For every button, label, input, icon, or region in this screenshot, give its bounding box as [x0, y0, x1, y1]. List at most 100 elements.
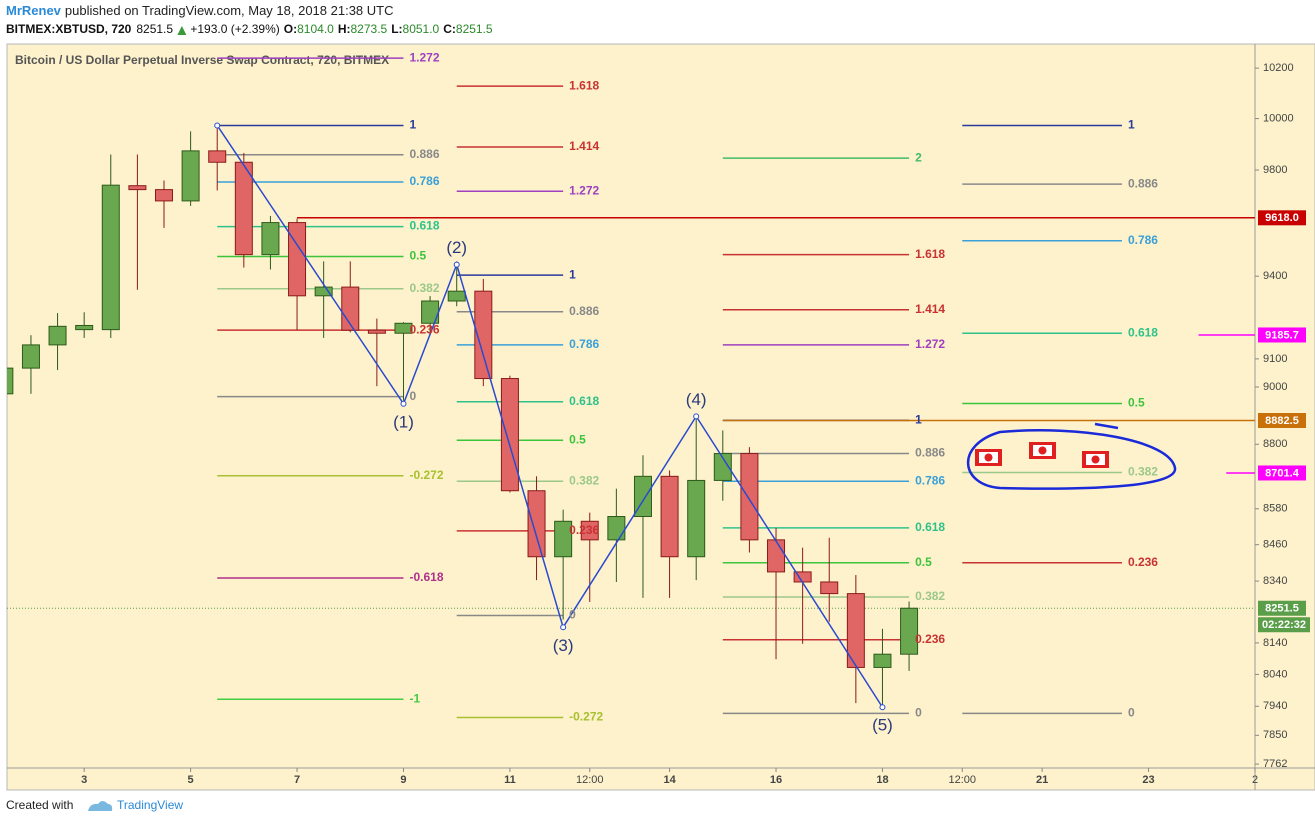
price-label-bg [1258, 465, 1306, 481]
x-tick-label: 11 [504, 774, 516, 786]
candle-body [21, 344, 40, 369]
candle-body [181, 150, 200, 202]
fib-label: 0.886 [915, 446, 945, 460]
fib-label: 0 [409, 389, 416, 403]
candle-body [607, 516, 626, 541]
y-tick-label: 10200 [1263, 62, 1294, 74]
price-label-bg [1258, 210, 1306, 226]
fib-label: 0.5 [1128, 396, 1145, 410]
candle-body [75, 324, 94, 331]
price-label: 8701.4 [1265, 467, 1300, 479]
y-tick-label: 7850 [1263, 729, 1287, 741]
y-tick-label: 8580 [1263, 503, 1287, 515]
candle-body [580, 520, 599, 541]
symbol-line: BITMEX:XBTUSD, 720 8251.5 [6, 22, 173, 36]
candle-body [820, 581, 839, 595]
fib-label: 0.886 [569, 304, 599, 318]
fib-label: 0.236 [569, 523, 599, 537]
fib-label: 0.786 [1128, 233, 1158, 247]
candle-body [687, 479, 706, 558]
ohlc-value: 8051.0 [403, 22, 440, 36]
candle-body [367, 329, 386, 334]
candle-body [7, 367, 14, 395]
zigzag-point [214, 122, 221, 129]
candle-body [341, 286, 360, 331]
fib-label: 0.382 [569, 473, 599, 487]
fib-label: 1.272 [569, 183, 599, 197]
candle-body [873, 653, 892, 668]
x-tick-label: 18 [876, 774, 888, 786]
x-tick-label: 3 [81, 774, 87, 786]
price-label-bg [1258, 327, 1306, 343]
countdown: 02:22:32 [1262, 619, 1306, 631]
fib-label: 1 [915, 413, 922, 427]
fib-label: 0.786 [409, 174, 439, 188]
fib-label: 0 [569, 608, 576, 622]
fib-label: 0.382 [1128, 465, 1158, 479]
fib-label: -0.272 [569, 710, 603, 724]
x-tick-label: 5 [188, 774, 194, 786]
candle-body [447, 290, 466, 302]
x-tick-label: 16 [770, 774, 782, 786]
y-tick-label: 9100 [1263, 353, 1287, 365]
zigzag-point [879, 704, 886, 711]
fib-label: 0.5 [409, 249, 426, 263]
candle-body [660, 475, 679, 558]
candle-body [846, 593, 865, 668]
fib-label: 0 [915, 706, 922, 720]
zigzag-point [693, 413, 700, 420]
fib-label: 0.786 [569, 337, 599, 351]
up-arrow [177, 26, 187, 35]
fib-label: 0.236 [409, 322, 439, 336]
chart-frame [6, 43, 1315, 791]
wave-label: (1) [393, 412, 414, 431]
last-price-label: 8251.5 [1265, 603, 1299, 615]
candle-body [527, 490, 546, 558]
fib-label: 0.618 [1128, 325, 1158, 339]
fib-label: 0.786 [915, 473, 945, 487]
candle-body [554, 520, 573, 558]
wave-label: (5) [872, 716, 893, 735]
ohlc-label: L: [391, 22, 402, 36]
y-tick-label: 8340 [1263, 575, 1287, 587]
y-tick-label: 8460 [1263, 539, 1287, 551]
fib-label: 0.618 [569, 394, 599, 408]
candle-body [128, 185, 147, 191]
author: MrRenev [6, 3, 62, 18]
logo [88, 801, 113, 811]
wave-label: (2) [446, 238, 467, 257]
plot-area [7, 57, 1255, 719]
footer-brand: TradingView [117, 798, 183, 812]
fib-label: 0.236 [915, 632, 945, 646]
x-tick-label: 12:00 [576, 774, 604, 786]
price-label: 9185.7 [1265, 329, 1299, 341]
fib-label: 1.618 [569, 78, 599, 92]
y-tick-label: 7762 [1263, 758, 1287, 770]
x-tick-label: 9 [400, 774, 406, 786]
fib-label: 1.618 [915, 247, 945, 261]
fib-label: 0.382 [409, 281, 439, 295]
x-tick-label: 2 [1252, 774, 1258, 786]
price-label-bg [1258, 412, 1306, 428]
x-tick-label: 14 [663, 774, 676, 786]
fib-label: -0.272 [409, 468, 443, 482]
annotation-drawing [966, 422, 1177, 490]
candle-body [713, 453, 732, 481]
fib-label: 0.886 [409, 147, 439, 161]
fib-label: 1 [409, 118, 416, 132]
ohlc-label: C: [443, 22, 456, 36]
ohlc-label: O: [284, 22, 297, 36]
fib-label: 0.5 [569, 432, 586, 446]
price-label: 8882.5 [1265, 415, 1299, 427]
candle-body [474, 290, 493, 380]
fib-label: 1 [1128, 118, 1135, 132]
ohlc-value: 8273.5 [351, 22, 388, 36]
published: published on TradingView.com, May 18, 20… [65, 3, 394, 18]
publish-line: MrRenev published on TradingView.com, May… [6, 3, 394, 18]
candle-body [500, 378, 519, 492]
ohlc-line: +193.0 (+2.39%) O:8104.0 H:8273.5 L:8051.0 C… [190, 22, 493, 36]
zigzag-point [453, 261, 460, 268]
countdown-bg [1258, 617, 1310, 633]
y-tick-label: 8800 [1263, 438, 1287, 450]
